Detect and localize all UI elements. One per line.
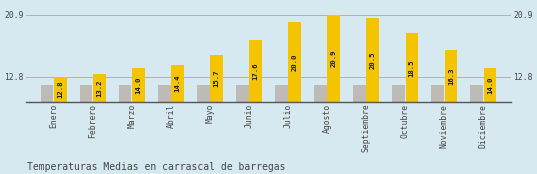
Bar: [314, 85, 326, 102]
Bar: [249, 40, 262, 102]
Bar: [392, 85, 405, 102]
Bar: [405, 33, 418, 102]
Bar: [132, 68, 145, 102]
Bar: [445, 50, 457, 102]
Text: 20.5: 20.5: [370, 51, 376, 69]
Bar: [366, 18, 379, 102]
Text: Temperaturas Medias en carrascal de barregas: Temperaturas Medias en carrascal de barr…: [27, 162, 285, 172]
Text: 18.5: 18.5: [409, 59, 415, 77]
Bar: [288, 22, 301, 102]
Text: 14.0: 14.0: [487, 76, 493, 94]
Text: 14.0: 14.0: [135, 76, 141, 94]
Bar: [41, 85, 53, 102]
Bar: [119, 85, 132, 102]
Bar: [353, 85, 366, 102]
Bar: [171, 65, 184, 102]
Bar: [93, 74, 106, 102]
Text: 14.4: 14.4: [175, 75, 180, 92]
Bar: [484, 68, 496, 102]
Bar: [211, 55, 223, 102]
Text: 20.9: 20.9: [331, 50, 337, 67]
Text: 12.8: 12.8: [57, 81, 63, 98]
Bar: [54, 77, 67, 102]
Bar: [328, 15, 340, 102]
Bar: [80, 85, 92, 102]
Bar: [431, 85, 444, 102]
Bar: [275, 85, 288, 102]
Text: 20.0: 20.0: [292, 53, 297, 71]
Text: 16.3: 16.3: [448, 68, 454, 85]
Bar: [158, 85, 171, 102]
Text: 17.6: 17.6: [252, 62, 259, 80]
Bar: [470, 85, 483, 102]
Bar: [197, 85, 209, 102]
Text: 13.2: 13.2: [97, 79, 103, 97]
Text: 15.7: 15.7: [214, 70, 220, 87]
Bar: [236, 85, 249, 102]
